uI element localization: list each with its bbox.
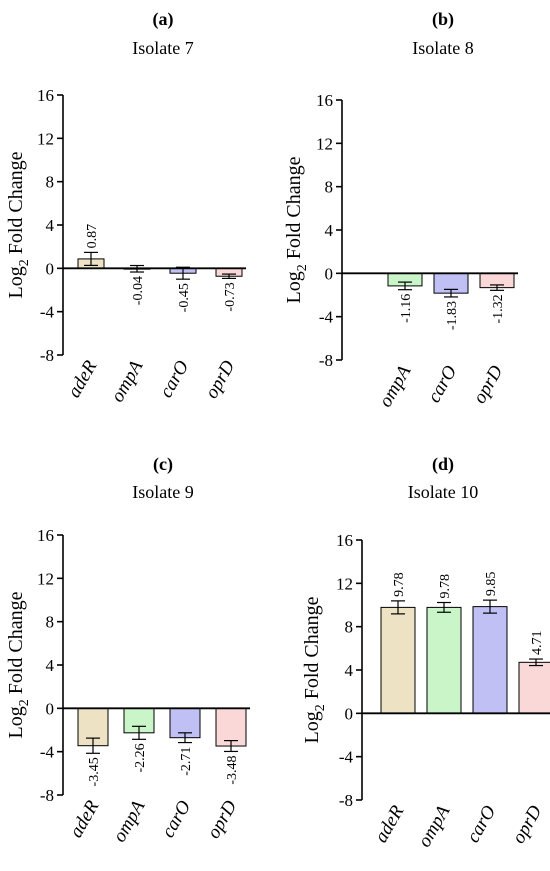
- chart-title: Isolate 9: [132, 482, 193, 502]
- y-tick-label: -8: [40, 346, 54, 365]
- x-tick-label-carO: carO: [463, 802, 501, 847]
- y-tick-label: 12: [37, 569, 54, 588]
- panel-letter: (c): [153, 454, 173, 475]
- y-tick-label: -4: [40, 303, 55, 322]
- x-tick-label-adeR: adeR: [371, 802, 409, 847]
- chart-title: Isolate 7: [132, 38, 193, 58]
- bar-carO: [472, 606, 508, 714]
- y-tick-label: -4: [40, 743, 55, 762]
- error-bar-oprD: [490, 284, 504, 291]
- data-label-ompA: -1.16: [399, 294, 414, 323]
- x-tick-label-carO: carO: [156, 357, 194, 402]
- x-tick-label-ompA: ompA: [414, 802, 455, 851]
- x-tick-label-adeR: adeR: [64, 357, 102, 402]
- panel-letter: (a): [153, 9, 174, 30]
- error-bar-carO: [444, 288, 458, 298]
- y-tick-label: 16: [37, 526, 54, 545]
- y-tick-label: -8: [319, 351, 333, 370]
- data-label-carO: -1.83: [445, 301, 460, 330]
- data-label-carO: 9.85: [484, 572, 499, 597]
- y-tick-label: 12: [316, 134, 333, 153]
- data-label-oprD: 4.71: [530, 631, 545, 656]
- data-label-carO: -0.45: [177, 283, 192, 312]
- y-axis-label: Log2 Fold Change: [5, 591, 32, 738]
- x-tick-label-oprD: oprD: [469, 362, 507, 407]
- x-tick-label-oprD: oprD: [508, 802, 546, 847]
- data-label-oprD: -3.48: [225, 755, 240, 784]
- y-tick-label: 0: [325, 264, 334, 283]
- y-axis-label: Log2 Fold Change: [5, 151, 32, 298]
- y-tick-label: 16: [336, 531, 353, 550]
- x-tick-label-ompA: ompA: [107, 357, 148, 406]
- y-tick-label: 16: [316, 91, 333, 110]
- error-bar-adeR: [84, 251, 98, 267]
- chart-panel-4: (d) Isolate 10 -8 -4 0 4 8 12 16 Log2 Fold Change…: [301, 454, 550, 851]
- error-bar-adeR: [86, 737, 100, 754]
- chart-panel-3: (c) Isolate 9 -8 -4 0 4 8 12 16 Log2 Fold Change -…: [5, 454, 250, 846]
- error-bar-oprD: [224, 740, 238, 753]
- x-tick-label-adeR: adeR: [66, 797, 104, 842]
- y-tick-label: 8: [325, 178, 334, 197]
- error-bar-carO: [176, 266, 190, 280]
- y-axis-label: Log2 Fold Change: [301, 596, 328, 743]
- y-tick-label: 8: [345, 618, 354, 637]
- data-label-oprD: -0.73: [223, 282, 238, 311]
- error-bar-ompA: [437, 601, 451, 613]
- data-label-oprD: -1.32: [491, 294, 506, 323]
- y-tick-label: -8: [339, 791, 353, 810]
- y-tick-label: 4: [345, 661, 354, 680]
- y-tick-label: 4: [46, 656, 55, 675]
- y-tick-label: 4: [325, 221, 334, 240]
- y-tick-label: 0: [46, 259, 55, 278]
- y-tick-label: -4: [319, 308, 334, 327]
- error-bar-oprD: [222, 273, 236, 280]
- error-bar-carO: [483, 599, 497, 614]
- x-tick-label-ompA: ompA: [375, 362, 416, 411]
- y-tick-label: -4: [339, 748, 354, 767]
- bar-oprD: [518, 661, 550, 714]
- y-tick-label: 8: [46, 613, 55, 632]
- panel-letter: (d): [432, 454, 454, 475]
- chart-panel-2: (b) Isolate 8 -8 -4 0 4 8 12 16 Log2 Fold Change -…: [283, 9, 518, 411]
- y-tick-label: 4: [46, 216, 55, 235]
- data-label-carO: -2.71: [179, 747, 194, 776]
- error-bar-adeR: [391, 600, 405, 615]
- bar-ompA: [426, 606, 462, 714]
- data-label-adeR: 0.87: [85, 224, 100, 249]
- error-bar-oprD: [529, 658, 543, 667]
- chart-title: Isolate 10: [408, 482, 478, 502]
- y-tick-label: 8: [46, 173, 55, 192]
- data-label-ompA: 9.78: [438, 574, 453, 599]
- x-tick-label-ompA: ompA: [109, 797, 150, 846]
- data-label-ompA: -2.26: [133, 743, 148, 772]
- y-axis-label: Log2 Fold Change: [283, 156, 310, 303]
- y-tick-label: -8: [40, 786, 54, 805]
- chart-panel-1: (a) Isolate 7 -8 -4 0 4 8 12 16 Log2 Fold Change 0…: [5, 9, 246, 406]
- x-tick-label-carO: carO: [424, 362, 462, 407]
- data-label-adeR: 9.78: [392, 572, 407, 597]
- y-tick-label: 0: [46, 699, 55, 718]
- error-bar-ompA: [132, 725, 146, 740]
- data-label-adeR: -3.45: [87, 757, 102, 786]
- x-tick-label-oprD: oprD: [201, 357, 239, 402]
- data-label-ompA: -0.04: [131, 276, 146, 305]
- error-bar-carO: [178, 732, 192, 744]
- x-tick-label-oprD: oprD: [203, 797, 241, 842]
- error-bar-ompA: [398, 281, 412, 291]
- chart-title: Isolate 8: [412, 38, 473, 58]
- panel-letter: (b): [432, 9, 454, 30]
- x-tick-label-carO: carO: [158, 797, 196, 842]
- y-tick-label: 12: [37, 129, 54, 148]
- y-tick-label: 0: [345, 704, 354, 723]
- bar-adeR: [380, 606, 416, 714]
- y-tick-label: 16: [37, 86, 54, 105]
- y-tick-label: 12: [336, 574, 353, 593]
